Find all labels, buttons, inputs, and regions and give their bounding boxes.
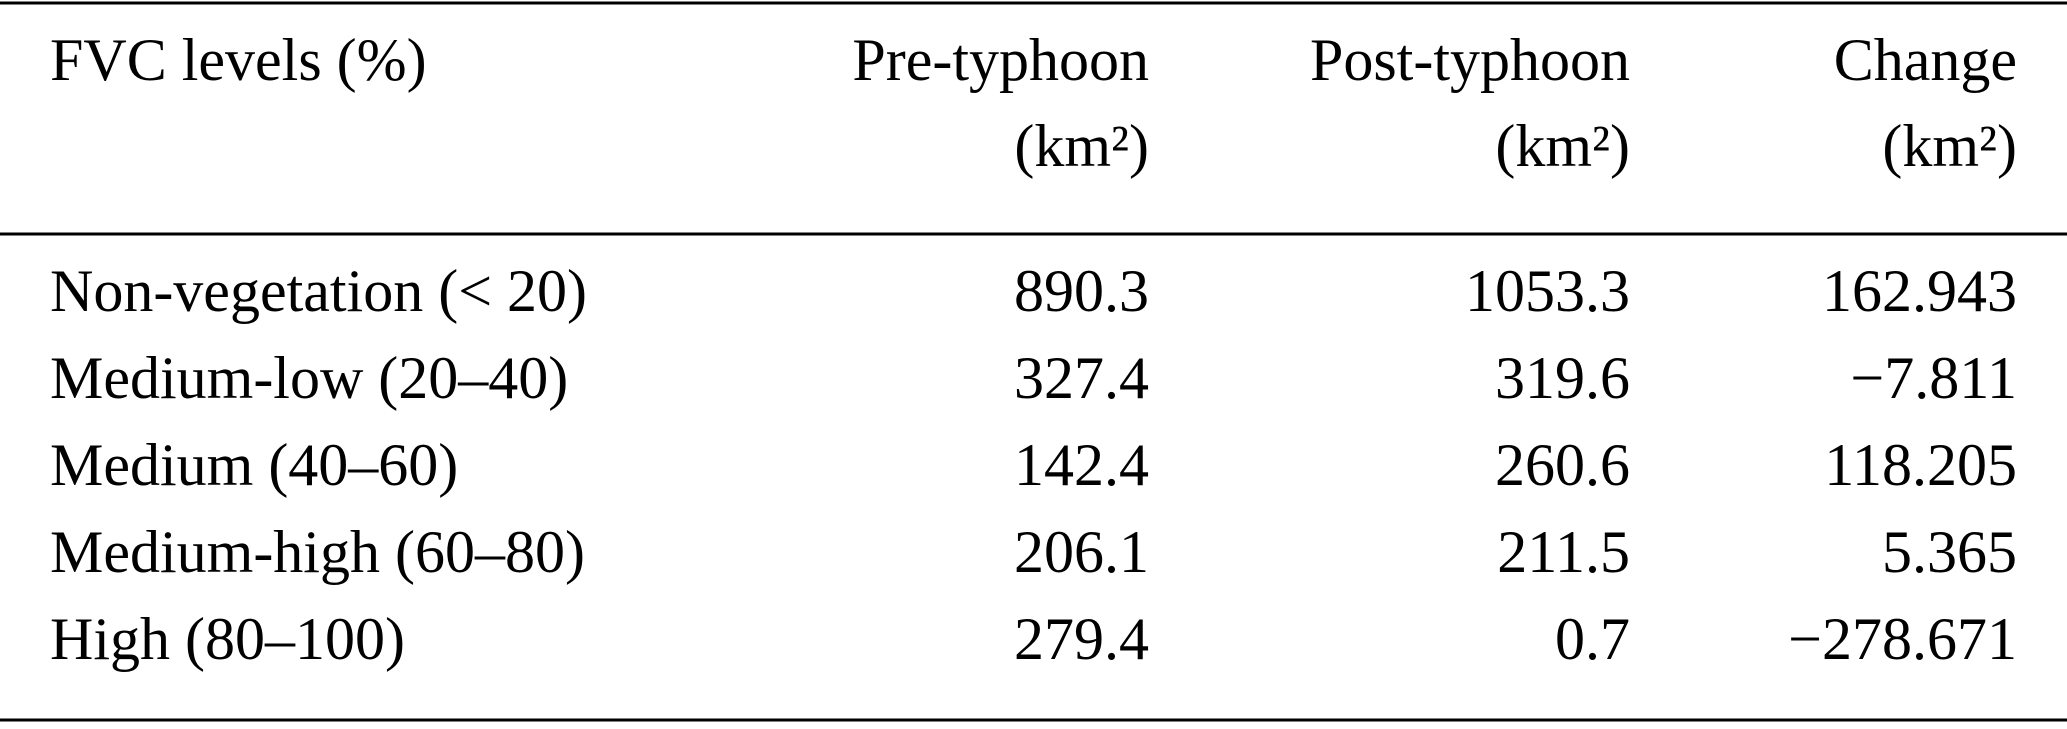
row-label: Medium-low (20–40) [50,345,568,411]
cell-value: 162.943 [1822,258,2017,324]
cell-value: 206.1 [1014,519,1149,585]
row-label: High (80–100) [50,606,405,672]
cell-value: 142.4 [1014,432,1149,498]
row-label: Medium-high (60–80) [50,519,585,585]
header-cell: (km²) [1882,113,2017,179]
cell-value: 5.365 [1882,519,2017,585]
cell-value: 327.4 [1014,345,1149,411]
cell-value: 118.205 [1824,432,2017,498]
cell-value: 211.5 [1497,519,1630,585]
row-label: Non-vegetation (< 20) [50,258,587,324]
cell-value: −278.671 [1788,606,2017,672]
header-cell: Pre-typhoon [852,27,1149,93]
cell-value: 890.3 [1014,258,1149,324]
cell-value: 0.7 [1555,606,1630,672]
header-cell: Post-typhoon [1310,27,1630,93]
header-cell: (km²) [1014,113,1149,179]
header-cell: (km²) [1495,113,1630,179]
cell-value: 260.6 [1495,432,1630,498]
cell-value: 1053.3 [1465,258,1630,324]
cell-value: −7.811 [1850,345,2017,411]
row-label: Medium (40–60) [50,432,458,498]
header-cell: Change [1834,27,2017,93]
header-cell: FVC levels (%) [50,27,427,93]
cell-value: 279.4 [1014,606,1149,672]
cell-value: 319.6 [1495,345,1630,411]
